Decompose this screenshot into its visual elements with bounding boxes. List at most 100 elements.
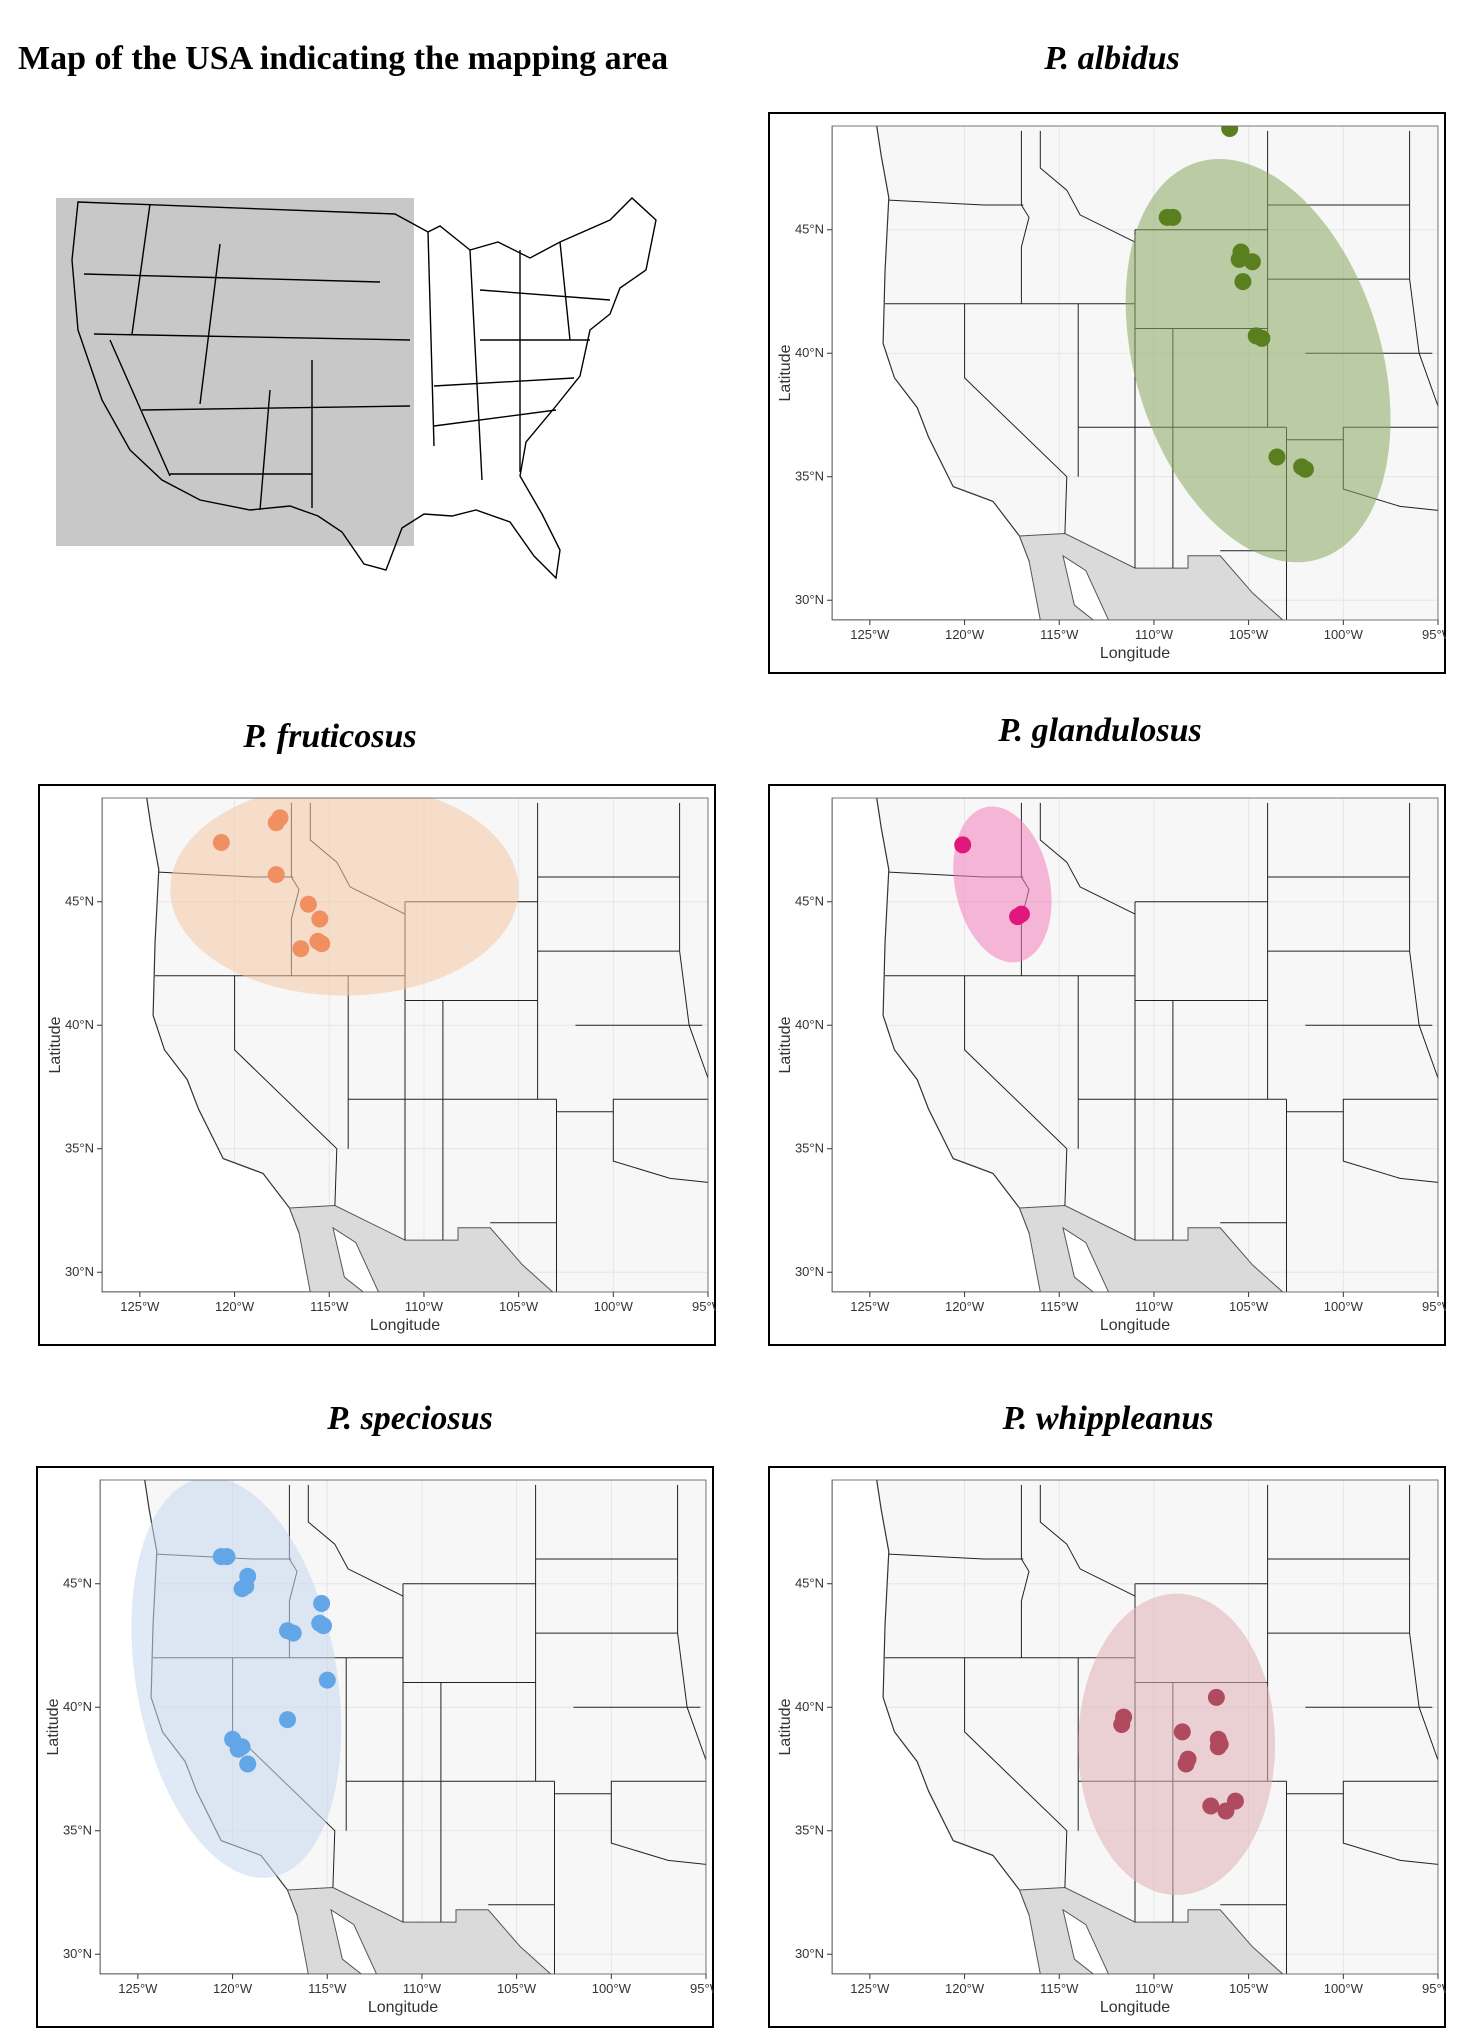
occurrence-point	[299, 895, 317, 913]
range-ellipse-speciosus	[131, 1480, 342, 1878]
gulf-of-california	[1062, 1908, 1110, 1974]
y-tick-label: 40°N	[795, 345, 824, 360]
occurrence-points-fruticosus	[212, 809, 331, 958]
plot-frame	[99, 1479, 707, 1975]
x-tick-label: 120°W	[215, 1299, 255, 1314]
y-tick-label: 45°N	[795, 894, 824, 909]
y-tick-label: 45°N	[795, 222, 824, 237]
map-panel-fruticosus: 125°W 120°W 115°W 110°W 105°W 100°W 95°W 30°N 35…	[38, 784, 716, 1346]
y-tick-label: 30°N	[63, 1946, 92, 1961]
occurrence-point	[318, 1671, 336, 1689]
map-svg-albidus: 125°W 120°W 115°W 110°W 105°W 100°W 95°W 30°N 35…	[768, 112, 1446, 674]
occurrence-point	[279, 1711, 296, 1729]
x-tick-label: 105°W	[1229, 1299, 1269, 1314]
y-tick-label: 35°N	[795, 469, 824, 484]
occurrence-point	[1296, 460, 1314, 478]
y-tick-label: 40°N	[63, 1699, 92, 1714]
occurrence-point	[1234, 273, 1252, 291]
occurrence-point	[313, 935, 331, 953]
x-tick-label: 115°W	[308, 1981, 347, 1996]
occurrence-point	[1173, 1723, 1191, 1741]
panel-title-glandulosus: P. glandulosus	[998, 712, 1202, 749]
x-tick-label: 110°W	[1135, 1981, 1174, 1996]
x-tick-label: 100°W	[592, 1981, 632, 1996]
y-axis-label: Latitude	[777, 1698, 794, 1755]
x-tick-label: 95°W	[1422, 627, 1446, 642]
occurrence-point	[284, 1624, 302, 1642]
y-tick-label: 40°N	[65, 1017, 94, 1032]
mapping-area-highlight	[56, 198, 414, 546]
y-tick-label: 40°N	[795, 1699, 824, 1714]
map-svg-speciosus: 125°W 120°W 115°W 110°W 105°W 100°W 95°W 30°N 35…	[36, 1466, 714, 2028]
x-tick-label: 120°W	[945, 1981, 985, 1996]
map-svg-glandulosus: 125°W 120°W 115°W 110°W 105°W 100°W 95°W 30°N 35…	[768, 784, 1446, 1346]
y-tick-label: 30°N	[65, 1264, 94, 1279]
occurrence-points-glandulosus	[954, 836, 1030, 926]
occurrence-point	[1230, 250, 1248, 268]
x-tick-label: 95°W	[1422, 1299, 1446, 1314]
occurrence-points-albidus	[1158, 126, 1314, 478]
occurrence-point	[237, 1577, 255, 1595]
x-tick-label: 120°W	[945, 627, 985, 642]
y-axis-label: Latitude	[777, 344, 794, 401]
gulf-of-california	[1062, 554, 1110, 620]
occurrence-points-whippleanus	[1113, 1688, 1244, 1820]
x-tick-label: 115°W	[1040, 1981, 1079, 1996]
x-axis-label: Longitude	[370, 1317, 440, 1334]
x-tick-label: 105°W	[1229, 627, 1269, 642]
x-tick-label: 100°W	[1324, 1299, 1364, 1314]
plot-area	[832, 798, 1438, 1292]
range-ellipse-glandulosus	[953, 806, 1052, 963]
gulf-of-california	[1062, 1226, 1110, 1292]
y-tick-label: 30°N	[795, 1946, 824, 1961]
x-axis-label: Longitude	[1100, 1317, 1170, 1334]
y-tick-label: 30°N	[795, 592, 824, 607]
plot-frame	[101, 797, 709, 1293]
occurrence-point	[315, 1617, 332, 1635]
x-tick-label: 105°W	[1229, 1981, 1269, 1996]
y-axis-label: Latitude	[45, 1698, 62, 1755]
x-tick-label: 100°W	[1324, 1981, 1364, 1996]
y-tick-label: 45°N	[63, 1576, 92, 1591]
x-tick-label: 125°W	[850, 627, 890, 642]
occurrence-point	[1243, 253, 1261, 271]
range-ellipse-fruticosus	[170, 798, 519, 996]
x-tick-label: 110°W	[403, 1981, 442, 1996]
plot-area	[832, 126, 1438, 620]
occurrence-point	[1164, 208, 1182, 226]
y-axis-label: Latitude	[777, 1016, 794, 1073]
occurrence-points-speciosus	[212, 1548, 336, 1773]
x-tick-label: 115°W	[1040, 627, 1079, 642]
x-tick-label: 105°W	[497, 1981, 537, 1996]
occurrence-point	[212, 834, 230, 851]
occurrence-point	[1202, 1797, 1220, 1815]
occurrence-point	[239, 1755, 257, 1773]
y-tick-label: 40°N	[795, 1017, 824, 1032]
occurrence-point	[292, 940, 310, 958]
overview-title: Map of the USA indicating the mapping ar…	[18, 40, 669, 77]
plot-frame	[831, 1479, 1439, 1975]
occurrence-point	[267, 866, 285, 884]
x-tick-label: 95°W	[692, 1299, 716, 1314]
plot-area	[100, 1480, 706, 1974]
y-tick-label: 35°N	[63, 1823, 92, 1838]
plot-frame	[831, 797, 1439, 1293]
map-svg-whippleanus: 125°W 120°W 115°W 110°W 105°W 100°W 95°W 30°N 35…	[768, 1466, 1446, 2028]
usa-overview-map	[50, 180, 690, 600]
plot-frame	[831, 125, 1439, 621]
gulf-of-california	[332, 1226, 380, 1292]
map-panel-albidus: 125°W 120°W 115°W 110°W 105°W 100°W 95°W 30°N 35…	[768, 112, 1446, 674]
y-tick-label: 35°N	[795, 1141, 824, 1156]
usa-state-outlines	[71, 197, 657, 580]
x-tick-label: 105°W	[499, 1299, 539, 1314]
occurrence-point	[311, 910, 329, 928]
panel-title-whippleanus: P. whippleanus	[1002, 1400, 1214, 1437]
x-axis-label: Longitude	[1100, 645, 1170, 662]
y-tick-label: 35°N	[65, 1141, 94, 1156]
range-ellipse-whippleanus	[1078, 1593, 1276, 1895]
x-tick-label: 125°W	[118, 1981, 158, 1996]
x-tick-label: 95°W	[1422, 1981, 1446, 1996]
occurrence-point	[1012, 905, 1030, 923]
x-tick-label: 125°W	[120, 1299, 160, 1314]
x-tick-label: 120°W	[213, 1981, 253, 1996]
